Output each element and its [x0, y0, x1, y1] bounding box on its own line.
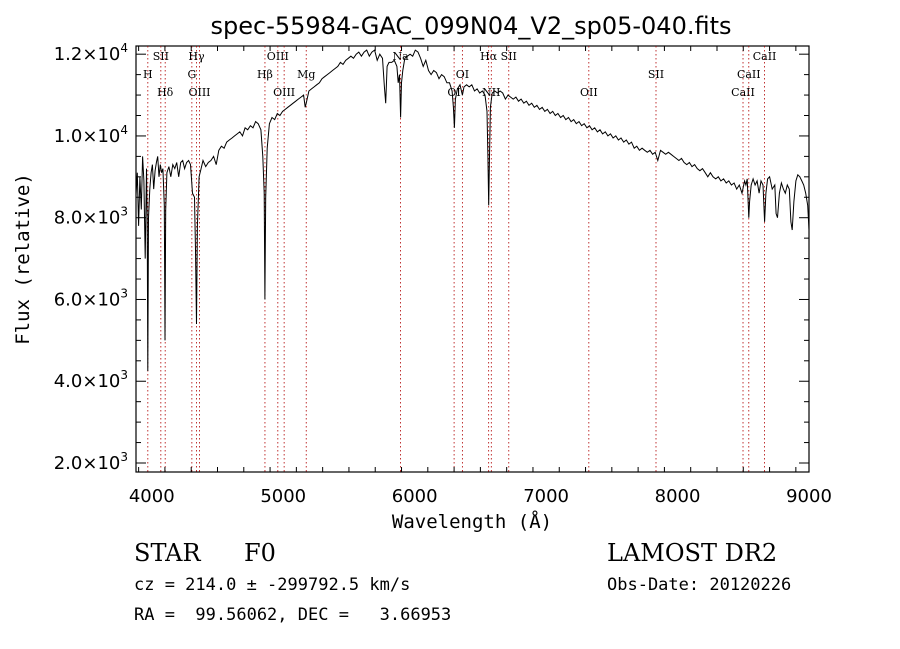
line-marker-label: Hα [480, 50, 498, 63]
redshift-text: cz = 214.0 ± -299792.5 km/s [134, 575, 410, 595]
y-axis-ticks: 2.0×103 4.0×103 6.0×103 8.0×103 1.0×104 1.2×1… [54, 41, 809, 474]
line-marker-label: OIII [267, 50, 289, 63]
line-marker-label: Hδ [157, 86, 174, 99]
line-marker-label: SII [648, 68, 664, 81]
x-tick-label: 9000 [786, 486, 832, 507]
line-marker-label: Hγ [188, 50, 205, 63]
line-marker-label: Mg [297, 68, 315, 81]
line-marker-label: SII [501, 50, 517, 63]
x-tick-label: 6000 [392, 486, 438, 507]
spectral-line-markers: HSIIHδHγGOIIIHβOIIIOIIIMgNaOIOIHαNIISIIO… [143, 46, 776, 472]
spectrum-line [135, 49, 810, 372]
x-tick-label: 7000 [523, 486, 569, 507]
y-axis-label: Flux (relative) [12, 173, 34, 345]
x-axis-ticks: 4000 5000 6000 7000 8000 9000 [129, 46, 832, 507]
y-tick-label: 6.0×103 [54, 286, 128, 310]
line-marker-label: Hβ [257, 68, 273, 81]
line-marker-label: OIII [188, 86, 210, 99]
x-tick-label: 5000 [260, 486, 306, 507]
chart-title: spec-55984-GAC_099N04_V2_sp05-040.fits [211, 12, 732, 40]
coordinates-text: RA = 99.56062, DEC = 3.66953 [134, 605, 451, 625]
x-tick-label: 8000 [655, 486, 701, 507]
line-marker-label: CaII [753, 50, 777, 63]
x-tick-label: 4000 [129, 486, 175, 507]
line-marker-label: OI [447, 86, 460, 99]
line-marker-label: G [187, 68, 196, 81]
line-marker-label: OIII [273, 86, 295, 99]
y-tick-label: 1.2×104 [54, 41, 128, 65]
line-marker-label: CaII [737, 68, 761, 81]
line-marker-label: CaII [731, 86, 755, 99]
y-tick-label: 8.0×103 [54, 205, 128, 229]
y-tick-label: 1.0×104 [54, 123, 128, 147]
plot-frame [135, 45, 810, 473]
line-marker-label: OII [580, 86, 598, 99]
line-marker-label: H [143, 68, 153, 81]
line-marker-label: SII [153, 50, 169, 63]
observation-date: Obs-Date: 20120226 [607, 575, 791, 595]
object-subclass: F0 [244, 539, 276, 567]
x-axis-label: Wavelength (Å) [392, 510, 552, 533]
line-marker-label: OI [456, 68, 469, 81]
line-marker-label: NII [482, 86, 500, 99]
y-tick-label: 4.0×103 [54, 368, 128, 392]
object-class: STAR [134, 539, 201, 567]
survey-name: LAMOST DR2 [607, 539, 777, 567]
y-tick-label: 2.0×103 [54, 450, 128, 474]
